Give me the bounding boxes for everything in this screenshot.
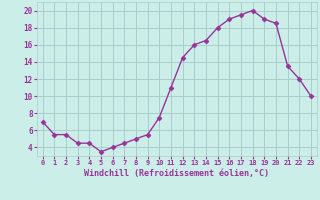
- X-axis label: Windchill (Refroidissement éolien,°C): Windchill (Refroidissement éolien,°C): [84, 169, 269, 178]
